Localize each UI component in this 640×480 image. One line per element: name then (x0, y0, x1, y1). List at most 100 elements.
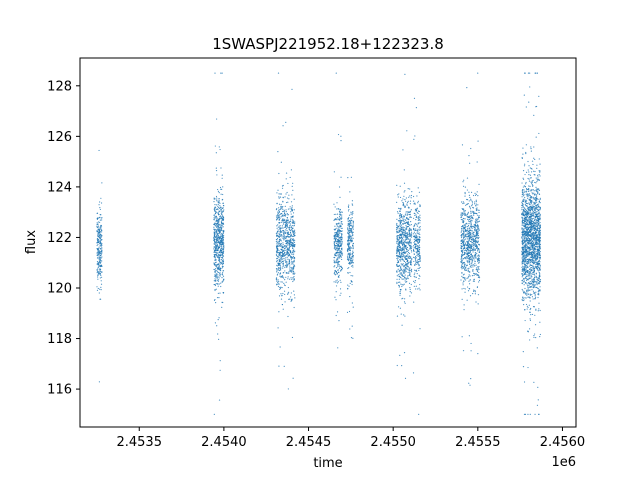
data-point (465, 204, 467, 206)
data-point (412, 248, 415, 251)
data-point (99, 245, 101, 247)
data-point (352, 266, 354, 268)
data-point (214, 271, 216, 273)
data-point (98, 217, 100, 219)
data-point (403, 195, 405, 197)
data-point (347, 218, 349, 220)
data-point (219, 229, 221, 231)
data-point (221, 211, 224, 213)
data-point (218, 220, 220, 222)
data-point (275, 278, 277, 280)
data-point (338, 246, 340, 248)
data-point (280, 208, 282, 210)
data-point (526, 289, 528, 291)
data-point (398, 249, 400, 251)
data-point (413, 238, 415, 241)
data-point (477, 140, 479, 142)
data-point (399, 223, 401, 225)
data-point (415, 261, 417, 263)
data-point (407, 220, 409, 223)
data-point (470, 266, 472, 268)
data-point (218, 277, 220, 279)
data-point (478, 251, 481, 253)
data-point (531, 182, 533, 184)
data-point (401, 231, 403, 233)
data-point (349, 254, 351, 256)
data-point (218, 201, 220, 203)
data-point (221, 220, 223, 222)
data-point (466, 223, 468, 225)
data-point (467, 233, 469, 235)
data-point (405, 239, 407, 241)
data-point (477, 303, 479, 305)
data-point (406, 211, 408, 213)
data-point (414, 233, 416, 235)
data-point (399, 259, 401, 261)
data-point (396, 211, 399, 213)
data-point (284, 252, 286, 254)
data-point (217, 238, 219, 240)
data-point (408, 270, 410, 272)
data-point (468, 155, 470, 157)
data-point (280, 203, 282, 206)
data-point (287, 182, 289, 185)
data-point (276, 192, 278, 194)
data-point (288, 254, 290, 256)
data-point (214, 215, 216, 217)
data-point (417, 255, 419, 257)
data-point (290, 169, 292, 171)
data-point (100, 235, 103, 237)
data-point (404, 235, 407, 237)
data-point (402, 259, 404, 261)
data-point (402, 149, 404, 151)
data-point (535, 211, 537, 213)
data-point (217, 205, 219, 207)
data-point (101, 229, 103, 232)
data-point (406, 203, 408, 205)
data-point (400, 227, 402, 229)
data-point (527, 210, 529, 212)
data-point (340, 269, 342, 271)
data-point (404, 190, 406, 192)
data-point (525, 273, 527, 275)
data-point (476, 246, 478, 249)
data-point (533, 223, 535, 225)
data-point (400, 256, 402, 258)
data-point (219, 369, 221, 371)
data-point (287, 293, 289, 295)
data-point (219, 272, 221, 274)
data-point (286, 245, 288, 247)
data-point (284, 270, 286, 272)
data-point (405, 225, 407, 227)
data-point (350, 217, 352, 220)
data-point (219, 241, 222, 243)
data-point (529, 185, 531, 188)
data-point (397, 261, 400, 263)
data-point (290, 244, 292, 246)
data-point (478, 257, 480, 259)
data-point (521, 270, 523, 272)
data-point (462, 282, 464, 284)
data-point (221, 243, 223, 246)
data-point (98, 149, 100, 152)
data-point (99, 270, 101, 273)
data-point (336, 282, 339, 284)
data-point (410, 245, 412, 247)
data-point (348, 225, 350, 227)
data-point (348, 239, 350, 242)
data-point (293, 249, 295, 251)
data-point (405, 267, 407, 269)
data-point (467, 268, 469, 270)
data-point (530, 277, 532, 279)
data-point (400, 235, 402, 237)
data-point (419, 256, 421, 258)
data-point (415, 107, 417, 109)
data-point (402, 226, 404, 228)
data-point (291, 235, 293, 238)
data-point (347, 244, 349, 247)
data-point (413, 285, 415, 288)
data-point (348, 260, 350, 262)
data-point (217, 224, 219, 226)
data-point (530, 236, 532, 238)
data-point (409, 274, 411, 276)
